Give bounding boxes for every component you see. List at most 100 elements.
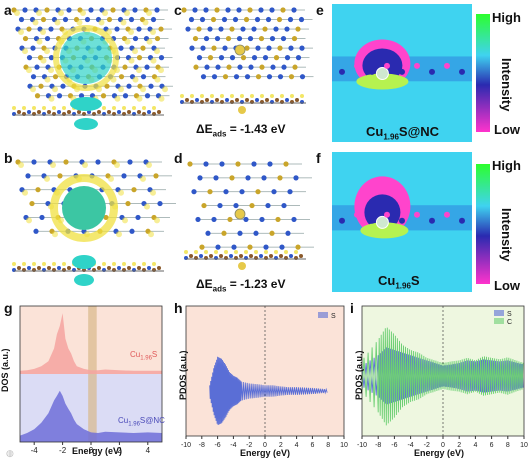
charge-lobe [142,19,149,26]
atom [243,16,250,23]
charge-lobe [26,217,32,224]
atom [144,93,151,99]
atom [276,16,283,23]
chart-i-tick-label: -10 [357,442,367,449]
atom [127,159,133,165]
slab-charge [22,106,26,110]
chart-i-tick-label: -4 [407,442,413,449]
atom [275,216,281,223]
atom [140,74,147,80]
chart-g-series1-label: Cu1.96S [130,350,158,362]
chart-h-tick-label: 2 [279,442,283,449]
slab-atom [147,110,151,114]
charge-lobe [118,189,124,196]
structure-b-side [12,262,164,272]
slab-atom [269,254,273,258]
atom [118,45,124,51]
slab-charge [190,94,194,98]
chart-h-ylabel: PDOS (a.u.) [178,350,188,400]
atom [132,7,138,13]
slab-atom [195,98,199,102]
atom [185,26,191,32]
atom [298,16,305,23]
atom [251,55,258,61]
slab-atom [97,110,101,114]
charge-lobe [58,10,64,16]
chart-g-area-Cu1.96S [20,313,162,374]
map-side-dot [354,62,360,69]
map-side-dot [429,68,435,75]
charge-lobe [140,175,146,182]
charge-lobe [140,86,146,93]
atom [291,216,297,223]
slab-atom [239,254,243,258]
slab-charge [112,262,116,266]
chart-i-tick-label: 6 [490,442,494,449]
adsorption-energy-c: ΔEads = -1.43 eV [196,122,286,139]
charge-lobe [44,175,50,182]
atom [265,202,271,209]
chart-h-tick-label: -2 [246,442,252,449]
atom [131,187,137,193]
adsorbate-c [234,44,246,56]
atom [191,189,197,195]
atom [200,74,207,80]
atom [253,230,259,236]
slab-atom [87,110,91,114]
map-side-dot [369,68,375,75]
charge-lobe [114,95,121,102]
charge-lobe [122,217,128,224]
chart-i-legend-label: C [507,319,512,326]
atom [25,173,31,179]
slab-atom [289,254,293,258]
map-side-dot [399,217,405,224]
slab-atom [265,98,269,102]
atom [148,83,154,89]
atom [31,159,37,165]
atom [222,45,228,51]
atom [215,244,221,250]
map-side-dot [384,62,390,69]
slab-atom [259,254,263,258]
atom [251,26,257,32]
charge-lobe [36,10,42,16]
atom [201,202,207,209]
atom [129,228,135,234]
atom [88,7,94,13]
colorbar-e [476,14,490,132]
atom [34,93,41,99]
chart-i-legend-label: S [507,311,512,318]
atom [284,55,291,61]
charge-lobe [76,19,83,26]
chart-h-tick-label: -4 [230,442,236,449]
charge-lobe [40,57,47,64]
chart-i-tick-label: 10 [520,442,528,449]
slab-charge [112,106,116,110]
charge-density-map-e [332,4,472,142]
charge-lobe [114,162,120,168]
slab-atom [137,110,141,114]
structure-c-top [181,7,314,80]
charge-lobe [22,189,28,196]
charge-lobe [54,19,61,26]
atom [100,93,107,99]
slab-atom [299,254,303,258]
atom [29,200,35,207]
charge-lobe [98,19,105,26]
atom [258,35,265,42]
atom [207,26,213,32]
slab-atom [47,110,51,114]
charge-lobe [150,189,156,196]
atom [195,216,201,223]
charge-lobe [144,203,150,210]
atom [277,175,283,181]
chart-i-tick-label: 0 [441,442,445,449]
atom [189,45,195,51]
atom [244,45,250,51]
charge-lobe [52,231,58,238]
atom [248,64,254,70]
atom [188,16,195,23]
adsorbate-d [234,208,246,220]
slab-atom [37,266,41,270]
map-lobe-green [360,222,409,239]
